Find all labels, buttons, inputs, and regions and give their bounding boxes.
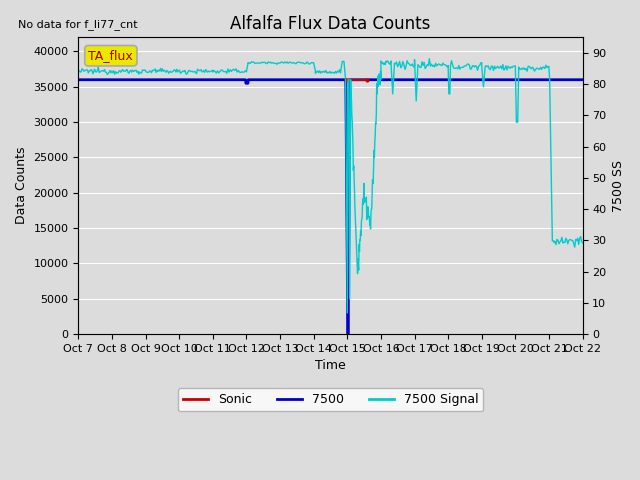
Text: No data for f_li77_cnt: No data for f_li77_cnt [18,20,138,30]
Legend: Sonic, 7500, 7500 Signal: Sonic, 7500, 7500 Signal [178,388,483,411]
X-axis label: Time: Time [315,360,346,372]
Y-axis label: Data Counts: Data Counts [15,147,28,225]
Y-axis label: 7500 SS: 7500 SS [612,160,625,212]
Text: TA_flux: TA_flux [88,49,133,62]
Title: Alfalfa Flux Data Counts: Alfalfa Flux Data Counts [230,15,431,33]
